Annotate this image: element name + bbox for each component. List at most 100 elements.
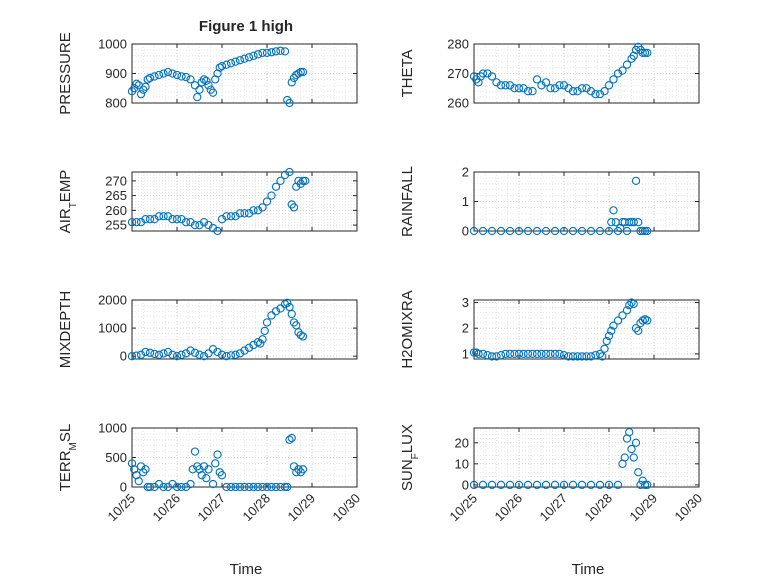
data-point bbox=[271, 182, 281, 191]
data-series bbox=[469, 42, 652, 99]
data-point bbox=[604, 480, 614, 490]
data-point bbox=[202, 76, 211, 86]
data-point bbox=[528, 87, 537, 96]
data-point bbox=[253, 482, 263, 492]
data-point bbox=[262, 197, 272, 206]
data-point bbox=[595, 90, 605, 99]
data-point bbox=[559, 81, 569, 90]
data-point bbox=[298, 67, 308, 77]
data-point bbox=[598, 352, 607, 361]
data-point bbox=[631, 176, 641, 185]
data-point bbox=[487, 226, 497, 236]
data-point bbox=[629, 217, 638, 227]
data-point bbox=[136, 90, 146, 99]
data-point bbox=[231, 482, 240, 492]
data-point bbox=[235, 209, 245, 218]
data-point bbox=[287, 309, 296, 319]
data-point bbox=[280, 170, 290, 180]
data-point bbox=[643, 226, 652, 236]
data-point bbox=[532, 349, 542, 359]
y-tick-label: 260 bbox=[447, 96, 469, 111]
data-point bbox=[204, 220, 213, 230]
data-series bbox=[469, 428, 652, 490]
data-point bbox=[496, 226, 506, 236]
data-point bbox=[172, 482, 182, 492]
x-tick-label: 10/27 bbox=[195, 491, 229, 525]
data-point bbox=[190, 348, 200, 357]
data-point bbox=[629, 299, 638, 308]
data-point bbox=[620, 453, 629, 462]
data-point bbox=[298, 465, 308, 474]
y-tick-label: 270 bbox=[447, 66, 469, 81]
data-point bbox=[258, 203, 267, 212]
data-point bbox=[595, 349, 605, 359]
data-point bbox=[222, 352, 231, 361]
data-point bbox=[546, 349, 555, 359]
data-point bbox=[127, 217, 137, 227]
data-point bbox=[154, 350, 164, 359]
x-tick-label: 10/28 bbox=[240, 491, 274, 525]
data-point bbox=[285, 167, 294, 177]
data-point bbox=[231, 212, 240, 221]
data-point bbox=[222, 482, 231, 492]
data-point bbox=[505, 81, 515, 90]
data-point bbox=[559, 226, 569, 236]
data-point bbox=[505, 349, 515, 359]
data-point bbox=[181, 482, 191, 492]
data-point bbox=[469, 348, 479, 357]
data-point bbox=[132, 351, 141, 360]
figure-title: Figure 1 high bbox=[199, 18, 293, 35]
data-point bbox=[627, 298, 636, 307]
data-point bbox=[199, 217, 209, 227]
data-point bbox=[643, 480, 652, 490]
y-tick-label: 1 bbox=[462, 346, 469, 361]
data-point bbox=[244, 343, 254, 352]
data-point bbox=[177, 215, 186, 224]
data-point bbox=[487, 352, 497, 361]
data-point bbox=[244, 209, 254, 218]
y-tick-label: 2 bbox=[462, 321, 469, 336]
data-point bbox=[271, 307, 281, 316]
data-point bbox=[244, 53, 254, 62]
data-series bbox=[127, 298, 308, 361]
data-point bbox=[168, 69, 177, 78]
data-point bbox=[294, 69, 303, 78]
panel-h2omixra: 1 2 3 H2OMIXRA bbox=[399, 290, 700, 369]
data-point bbox=[559, 480, 569, 490]
data-point bbox=[622, 306, 632, 315]
data-point bbox=[478, 349, 488, 359]
data-point bbox=[609, 206, 618, 215]
data-point bbox=[258, 335, 267, 344]
data-point bbox=[145, 73, 155, 83]
x-tick-label: 10/28 bbox=[582, 491, 616, 525]
x-tick-label: 10/29 bbox=[627, 491, 661, 525]
data-point bbox=[271, 482, 281, 492]
data-point bbox=[478, 69, 488, 78]
data-point bbox=[267, 311, 276, 320]
y-tick-label: 1000 bbox=[98, 321, 127, 336]
x-axis-label-right: Time bbox=[572, 561, 605, 578]
data-point bbox=[208, 479, 218, 489]
y-axis-label-h2omixra: H2OMIXRA bbox=[399, 290, 416, 368]
data-point bbox=[294, 328, 303, 337]
data-point bbox=[226, 351, 236, 360]
data-point bbox=[244, 482, 254, 492]
data-point bbox=[204, 465, 213, 474]
data-point bbox=[638, 476, 647, 485]
data-point bbox=[262, 318, 272, 327]
data-point bbox=[213, 450, 222, 459]
data-point bbox=[280, 47, 290, 56]
data-point bbox=[483, 69, 492, 78]
data-point bbox=[280, 482, 290, 492]
data-point bbox=[510, 84, 519, 93]
data-point bbox=[550, 84, 560, 93]
data-point bbox=[519, 349, 528, 359]
data-point bbox=[618, 66, 627, 75]
data-point bbox=[289, 462, 299, 471]
data-point bbox=[258, 48, 267, 57]
data-point bbox=[249, 51, 258, 60]
data-point bbox=[260, 326, 269, 336]
data-series bbox=[127, 46, 308, 108]
data-point bbox=[154, 212, 164, 221]
data-point bbox=[186, 346, 195, 355]
